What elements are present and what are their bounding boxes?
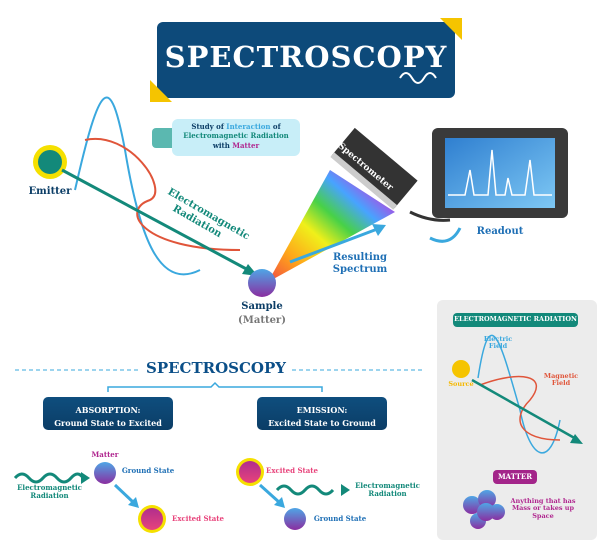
pointing-hand-icon xyxy=(152,128,178,148)
emission-ground-label: Ground State xyxy=(313,514,367,523)
absorption-title: ABSORPTION: xyxy=(75,405,141,415)
section-title: SPECTROSCOPY xyxy=(145,359,286,377)
sample-sublabel: (Matter) xyxy=(238,315,286,326)
matter-molecule-icon xyxy=(463,490,505,529)
emission-radiation-label: Electromagnetic Radiation xyxy=(355,481,420,499)
callout-text: Matter xyxy=(232,140,260,150)
readout-label: Readout xyxy=(476,226,524,237)
callout-text: with xyxy=(212,140,233,150)
absorption-radiation-label: Electromagnetic Radiation xyxy=(17,483,82,501)
brace xyxy=(107,381,323,392)
magnetic-field-label: Magnetic Field xyxy=(543,372,579,388)
readout-monitor xyxy=(429,128,568,243)
emission-excited-label: Excited State xyxy=(266,466,318,475)
emission-box: EMISSION: Excited State to Ground State xyxy=(257,397,387,441)
sample-label: Sample xyxy=(241,301,283,312)
spectrometer-device xyxy=(330,127,418,210)
radiation-arrow xyxy=(61,168,253,274)
matter-description: Anything that has Mass or takes up Space xyxy=(510,497,576,520)
spectrum-fan xyxy=(268,170,395,282)
absorption-ground-label: Ground State xyxy=(121,466,175,475)
absorption-box: ABSORPTION: Ground State to Excited State xyxy=(43,397,173,441)
electric-wave xyxy=(74,96,201,276)
title-banner xyxy=(150,18,462,102)
absorption-subtitle: Ground State to Excited State xyxy=(54,417,162,441)
emission-subtitle: Excited State to Ground State xyxy=(268,417,376,441)
callout-text: Interaction xyxy=(226,122,271,131)
panel-title: ELECTROMAGNETIC RADIATION xyxy=(454,315,577,323)
absorption-excited-label: Excited State xyxy=(172,514,224,523)
callout-text: Electromagnetic Radiation xyxy=(183,131,289,141)
matter-title: MATTER xyxy=(497,472,533,481)
side-panel xyxy=(437,300,597,540)
electric-field-label: Electric Field xyxy=(483,335,513,351)
resulting-spectrum-label: Resulting Spectrum xyxy=(332,252,388,275)
emitter-sun-icon xyxy=(33,145,67,179)
absorption-matter-label: Matter xyxy=(91,450,119,459)
magnetic-wave xyxy=(84,137,241,251)
callout-text: of xyxy=(270,122,281,131)
emission-title: EMISSION: xyxy=(296,405,348,415)
emitter-label: Emitter xyxy=(28,186,72,197)
sample-sphere xyxy=(248,269,276,297)
callout-box: Study of Interaction of Electromagnetic … xyxy=(172,119,300,156)
callout-text: Study of xyxy=(191,122,227,131)
source-label: Source xyxy=(448,380,474,388)
page-title: SPECTROSCOPY xyxy=(164,40,448,74)
